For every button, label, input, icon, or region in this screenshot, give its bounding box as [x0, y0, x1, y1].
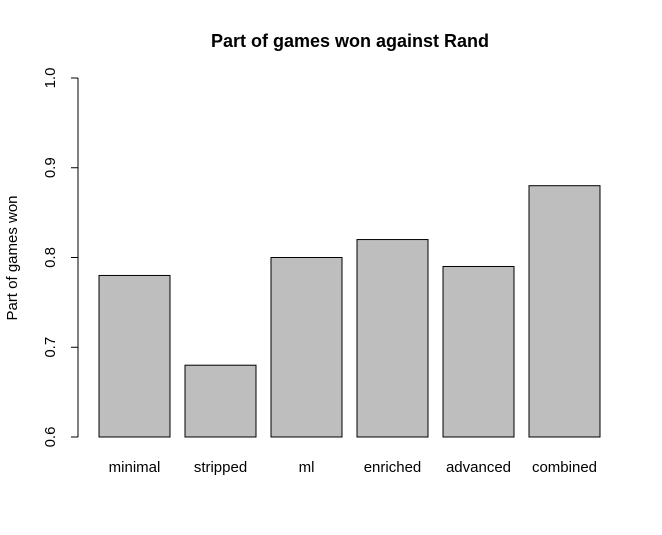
- x-tick-label: ml: [299, 459, 315, 476]
- bars-group: [98, 185, 601, 438]
- x-axis-labels: minimal stripped ml enriched advanced combine…: [109, 459, 597, 476]
- y-tick-label: 0.9: [42, 157, 59, 178]
- y-tick-label: 1.0: [42, 68, 59, 89]
- bar-combined: [528, 185, 601, 438]
- chart-title: Part of games won against Rand: [211, 31, 489, 51]
- bar-stripped: [184, 364, 257, 438]
- bar-enriched: [356, 239, 429, 438]
- bar-minimal: [98, 274, 171, 438]
- y-tick-label: 0.7: [42, 337, 59, 358]
- x-tick-label: enriched: [364, 459, 422, 476]
- y-axis: 0.6 0.7 0.8 0.9 1.0: [42, 68, 79, 448]
- y-tick-label: 0.6: [42, 427, 59, 448]
- y-tick-label: 0.8: [42, 247, 59, 268]
- x-tick-label: combined: [532, 459, 597, 476]
- x-tick-label: stripped: [194, 459, 247, 476]
- x-tick-label: minimal: [109, 459, 161, 476]
- bar-advanced: [442, 265, 515, 438]
- x-tick-label: advanced: [446, 459, 511, 476]
- bar-ml: [270, 257, 343, 438]
- y-axis-label: Part of games won: [4, 195, 21, 320]
